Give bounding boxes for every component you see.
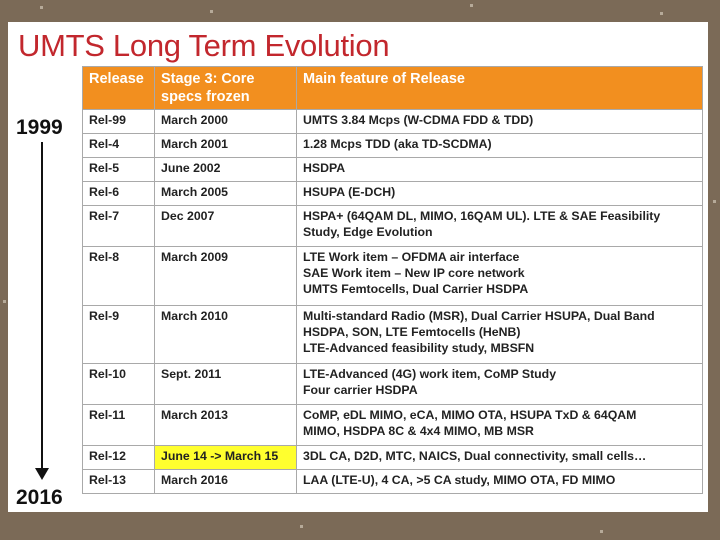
features-cell: HSDPA bbox=[296, 157, 703, 183]
release-cell: Rel-8 bbox=[82, 246, 155, 307]
release-cell: Rel-13 bbox=[82, 469, 155, 495]
frozen-date-cell: June 14 -> March 15 bbox=[154, 445, 297, 471]
feature-line: Study, Edge Evolution bbox=[303, 225, 433, 240]
frozen-date-cell: March 2000 bbox=[154, 109, 297, 135]
background-speck bbox=[660, 12, 663, 15]
feature-line: LAA (LTE-U), 4 CA, >5 CA study, MIMO OTA… bbox=[303, 473, 616, 488]
header-stage3-frozen: Stage 3: Core specs frozen bbox=[154, 65, 297, 111]
release-cell: Rel-9 bbox=[82, 305, 155, 365]
features-cell: Multi-standard Radio (MSR), Dual Carrier… bbox=[296, 305, 703, 365]
feature-line: UMTS 3.84 Mcps (W-CDMA FDD & TDD) bbox=[303, 113, 534, 128]
table-row: Rel-4 March 2001 1.28 Mcps TDD (aka TD-SCD… bbox=[82, 133, 703, 159]
table-row: Rel-7 Dec 2007 HSPA+ (64QAM DL, MIMO, 16QA… bbox=[82, 205, 703, 248]
header-main-feature: Main feature of Release bbox=[296, 65, 703, 111]
table-row: Rel-12 June 14 -> March 15 3DL CA, D2D, MT… bbox=[82, 445, 703, 471]
feature-line: 3DL CA, D2D, MTC, NAICS, Dual connectivi… bbox=[303, 449, 647, 464]
table-row: Rel-10 Sept. 2011 LTE-Advanced (4G) work i… bbox=[82, 363, 703, 406]
release-cell: Rel-7 bbox=[82, 205, 155, 248]
frozen-date-cell: March 2010 bbox=[154, 305, 297, 365]
feature-line: LTE-Advanced feasibility study, MBSFN bbox=[303, 341, 535, 356]
features-cell: LTE-Advanced (4G) work item, CoMP Study F… bbox=[296, 363, 703, 406]
feature-line: HSDPA bbox=[303, 161, 346, 176]
releases-table: Release Stage 3: Core specs frozen Main … bbox=[82, 65, 703, 495]
feature-line: HSPA+ (64QAM DL, MIMO, 16QAM UL). LTE & … bbox=[303, 209, 661, 224]
table-row: Rel-11 March 2013 CoMP, eDL MIMO, eCA, MIM… bbox=[82, 404, 703, 447]
release-cell: Rel-11 bbox=[82, 404, 155, 447]
frozen-date-cell: March 2009 bbox=[154, 246, 297, 307]
feature-line: MIMO, HSDPA 8C & 4x4 MIMO, MB MSR bbox=[303, 424, 534, 439]
feature-line: Multi-standard Radio (MSR), Dual Carrier… bbox=[303, 309, 655, 324]
background-speck bbox=[300, 525, 303, 528]
frozen-date-cell: March 2005 bbox=[154, 181, 297, 207]
table-row: Rel-8 March 2009 LTE Work item – OFDMA air… bbox=[82, 246, 703, 307]
table-row: Rel-5 June 2002 HSDPA bbox=[82, 157, 703, 183]
features-cell: CoMP, eDL MIMO, eCA, MIMO OTA, HSUPA TxD… bbox=[296, 404, 703, 447]
feature-line: LTE-Advanced (4G) work item, CoMP Study bbox=[303, 367, 557, 382]
feature-line: LTE Work item – OFDMA air interface bbox=[303, 250, 520, 265]
background-speck bbox=[40, 6, 43, 9]
table-header-row: Release Stage 3: Core specs frozen Main … bbox=[82, 65, 703, 111]
frozen-date-cell: March 2001 bbox=[154, 133, 297, 159]
feature-line: HSDPA, SON, LTE Femtocells (HeNB) bbox=[303, 325, 521, 340]
table-row: Rel-6 March 2005 HSUPA (E-DCH) bbox=[82, 181, 703, 207]
feature-line: Four carrier HSDPA bbox=[303, 383, 418, 398]
background-speck bbox=[470, 4, 473, 7]
features-cell: 3DL CA, D2D, MTC, NAICS, Dual connectivi… bbox=[296, 445, 703, 471]
background-speck bbox=[3, 300, 6, 303]
frozen-date-cell: Dec 2007 bbox=[154, 205, 297, 248]
feature-line: CoMP, eDL MIMO, eCA, MIMO OTA, HSUPA TxD… bbox=[303, 408, 637, 423]
slide-title: UMTS Long Term Evolution bbox=[18, 28, 390, 63]
header-release: Release bbox=[82, 65, 155, 111]
background-speck bbox=[713, 200, 716, 203]
timeline-arrow-icon bbox=[35, 468, 49, 480]
features-cell: LAA (LTE-U), 4 CA, >5 CA study, MIMO OTA… bbox=[296, 469, 703, 495]
feature-line: 1.28 Mcps TDD (aka TD-SCDMA) bbox=[303, 137, 492, 152]
background-speck bbox=[600, 530, 603, 533]
timeline-start-year: 1999 bbox=[16, 116, 63, 139]
feature-line: SAE Work item – New IP core network bbox=[303, 266, 525, 281]
frozen-date-cell: March 2016 bbox=[154, 469, 297, 495]
timeline-line bbox=[41, 142, 43, 474]
release-cell: Rel-99 bbox=[82, 109, 155, 135]
features-cell: UMTS 3.84 Mcps (W-CDMA FDD & TDD) bbox=[296, 109, 703, 135]
features-cell: HSUPA (E-DCH) bbox=[296, 181, 703, 207]
feature-line: HSUPA (E-DCH) bbox=[303, 185, 396, 200]
release-cell: Rel-5 bbox=[82, 157, 155, 183]
slide: UMTS Long Term Evolution 1999 2016 Relea… bbox=[8, 22, 708, 512]
table-row: Rel-9 March 2010 Multi-standard Radio (MSR… bbox=[82, 305, 703, 365]
features-cell: 1.28 Mcps TDD (aka TD-SCDMA) bbox=[296, 133, 703, 159]
background-speck bbox=[210, 10, 213, 13]
features-cell: LTE Work item – OFDMA air interface SAE W… bbox=[296, 246, 703, 307]
feature-line: UMTS Femtocells, Dual Carrier HSDPA bbox=[303, 282, 529, 297]
table-row: Rel-99 March 2000 UMTS 3.84 Mcps (W-CDMA F… bbox=[82, 109, 703, 135]
release-cell: Rel-10 bbox=[82, 363, 155, 406]
frozen-date-cell: March 2013 bbox=[154, 404, 297, 447]
timeline-end-year: 2016 bbox=[16, 486, 63, 509]
table-row: Rel-13 March 2016 LAA (LTE-U), 4 CA, >5 CA… bbox=[82, 469, 703, 495]
frozen-date-cell: Sept. 2011 bbox=[154, 363, 297, 406]
release-cell: Rel-12 bbox=[82, 445, 155, 471]
frozen-date-cell: June 2002 bbox=[154, 157, 297, 183]
release-cell: Rel-4 bbox=[82, 133, 155, 159]
features-cell: HSPA+ (64QAM DL, MIMO, 16QAM UL). LTE & … bbox=[296, 205, 703, 248]
release-cell: Rel-6 bbox=[82, 181, 155, 207]
